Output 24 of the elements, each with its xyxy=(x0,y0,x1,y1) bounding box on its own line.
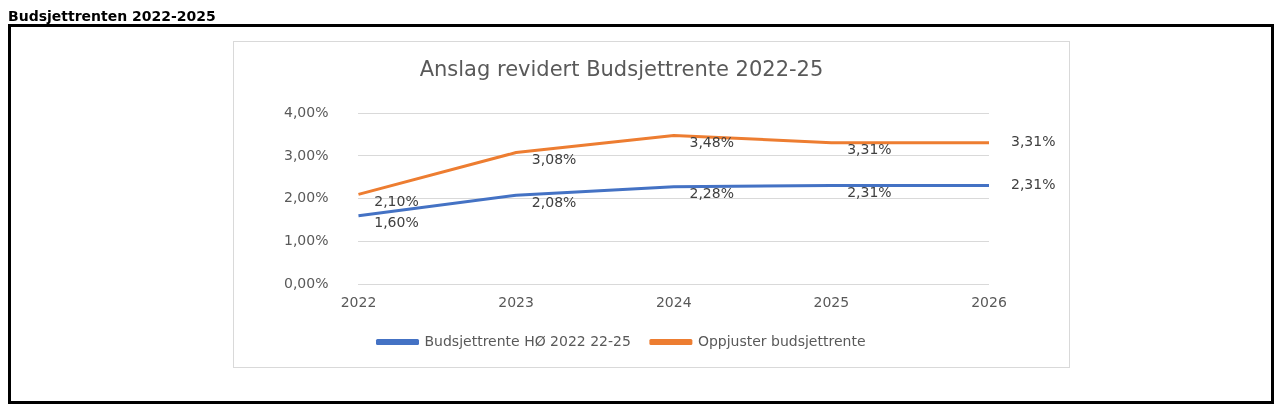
chart-title: Anslag revidert Budsjettrente 2022-25 xyxy=(419,57,824,82)
data-label: 2,31% xyxy=(1011,176,1056,193)
x-tick-label: 2024 xyxy=(655,294,692,311)
x-tick-label: 2023 xyxy=(498,294,534,311)
text: Budsjettrenten 2022-2025 xyxy=(8,8,217,24)
y-tick-label: 2,00% xyxy=(283,189,329,206)
data-label: 1,60% xyxy=(374,214,419,231)
data-label: 3,31% xyxy=(1011,133,1056,150)
data-label: 2,28% xyxy=(689,185,734,202)
x-tick-label: 2026 xyxy=(971,294,1007,311)
data-label: 3,08% xyxy=(531,151,577,168)
x-tick-label: 2022 xyxy=(340,294,377,311)
x-tick-label: 2025 xyxy=(813,294,850,311)
legend-label: Budsjettrente HØ 2022 22-25 xyxy=(424,332,631,349)
legend-label: Oppjuster budsjettrente xyxy=(697,332,866,349)
y-tick-label: 0,00% xyxy=(283,274,329,291)
data-label: 2,10% xyxy=(374,193,419,210)
data-label: 2,08% xyxy=(531,193,577,210)
y-tick-label: 1,00% xyxy=(283,232,329,249)
data-label: 3,48% xyxy=(689,134,734,151)
y-tick-label: 3,00% xyxy=(283,146,329,163)
data-label: 3,31% xyxy=(847,141,892,158)
y-tick-label: 4,00% xyxy=(283,103,329,120)
data-label: 2,31% xyxy=(847,184,892,201)
